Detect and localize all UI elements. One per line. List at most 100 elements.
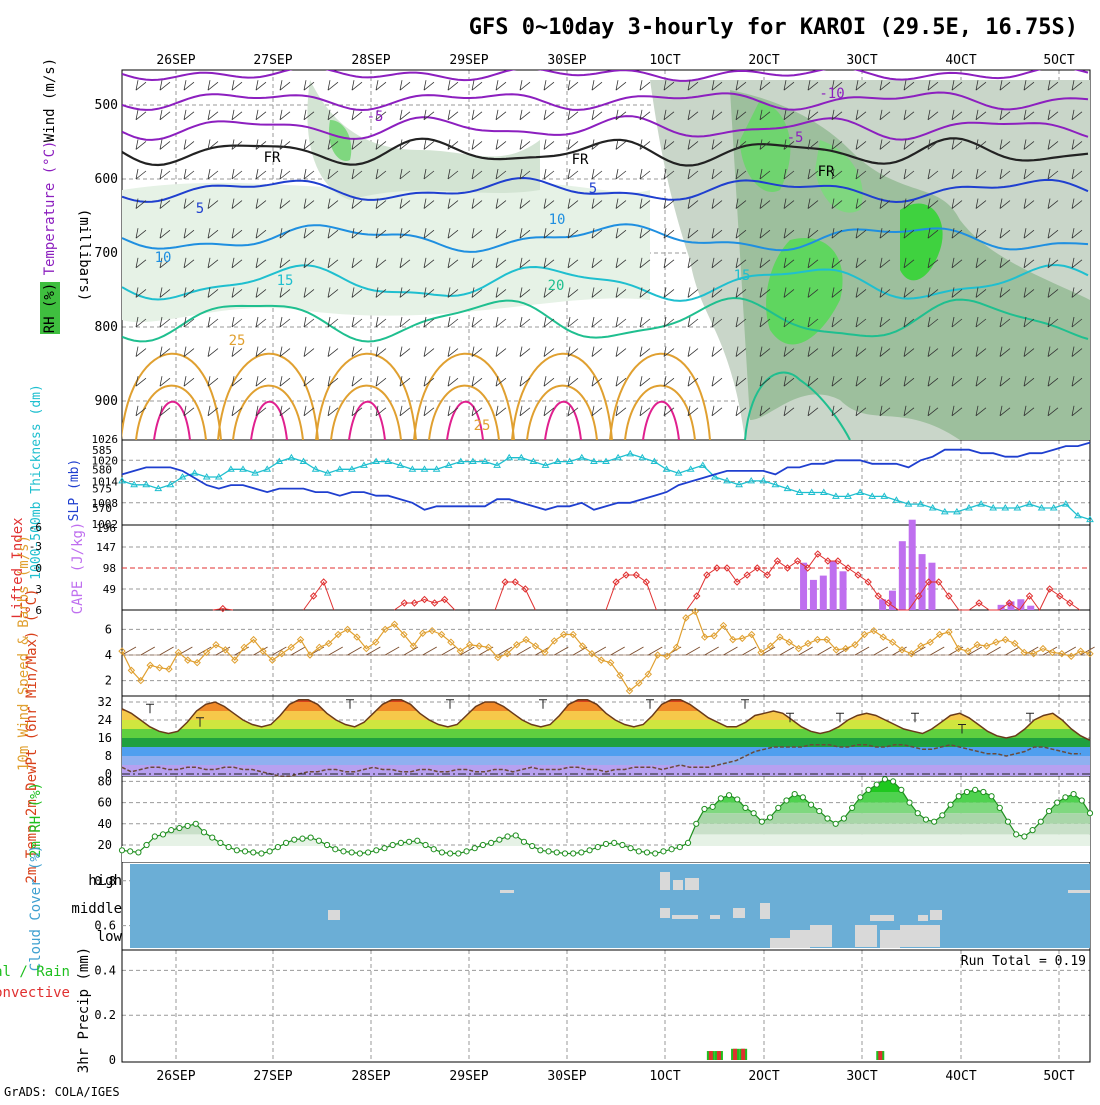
rh-point: [1029, 827, 1036, 834]
lifted-index-point: [420, 595, 429, 604]
rh-point: [807, 801, 815, 808]
cloud-block: [673, 880, 683, 890]
wind-barb: [831, 287, 843, 298]
wind-barb: [831, 139, 843, 150]
wind-barb: [1071, 168, 1083, 180]
wind-barb: [687, 228, 699, 239]
wind-speed-point: [362, 644, 371, 653]
wind-barb: [831, 257, 843, 269]
contour-25: [511, 352, 613, 440]
rh-point: [365, 849, 372, 856]
wind-barb: [567, 80, 579, 91]
thickness-point: [372, 457, 380, 465]
rh-point: [512, 832, 519, 839]
lifted-index-line: [303, 580, 335, 611]
contour-label: 5: [589, 181, 597, 197]
thickness-point: [118, 476, 126, 484]
wind-barb: [783, 168, 795, 180]
wind-speed-point: [945, 628, 953, 636]
wind-barb: [759, 80, 771, 91]
thickness-point: [287, 453, 296, 461]
wind-barb: [135, 287, 147, 298]
rh-green-region: [740, 100, 791, 192]
wind-barb: [831, 109, 843, 121]
rh-point: [159, 831, 167, 838]
wind-barb-10m: [817, 646, 832, 656]
wind-barb: [783, 139, 795, 150]
wind-barb-10m: [347, 646, 362, 656]
wind-barb: [543, 109, 555, 121]
slp-tick-label: 1026: [92, 433, 119, 446]
wind-barb: [855, 376, 867, 387]
lifted-index-point: [975, 599, 983, 607]
wind-barb: [327, 346, 339, 357]
wind-barb: [879, 228, 891, 239]
wind-barb: [1071, 405, 1083, 417]
wind-barb: [375, 109, 387, 121]
wind-barb: [423, 405, 435, 417]
wind-barb: [207, 376, 219, 387]
wind-barb: [735, 80, 747, 91]
upper-air-field: [122, 70, 1090, 440]
wind-barb: [639, 257, 651, 269]
wind-speed-point: [278, 650, 286, 658]
wind-barb: [951, 287, 963, 298]
wind-barb: [663, 109, 675, 121]
wind-barb: [567, 139, 579, 150]
wind-barb: [327, 80, 339, 91]
wind-barb: [423, 287, 435, 298]
wind-barb: [783, 109, 795, 121]
rh-point: [1054, 799, 1061, 806]
wind-barb: [327, 168, 339, 180]
temp-band: [122, 729, 1090, 738]
rh-point: [570, 850, 577, 857]
wind-barb: [471, 109, 483, 121]
wind-barb-10m: [685, 646, 701, 656]
rh-point: [127, 848, 134, 855]
rh-point: [406, 838, 413, 845]
lifted-index-point: [733, 578, 741, 586]
wind-barb: [495, 228, 507, 239]
wind-barb: [1047, 316, 1059, 328]
wind-barb: [183, 198, 195, 209]
wind-barb: [327, 109, 339, 121]
contour-25-inner: [330, 384, 402, 440]
wind-speed-point: [691, 607, 699, 616]
wind-barb: [879, 257, 891, 269]
wind-barb: [711, 139, 723, 150]
wind-barb: [447, 287, 459, 298]
thickness-point: [154, 484, 163, 492]
wind-barb: [735, 287, 747, 298]
thickness-point: [142, 480, 151, 488]
wind-barb: [495, 316, 507, 328]
contour-label: -5: [787, 130, 804, 146]
li-tick-label: 0: [35, 562, 42, 575]
rh-point: [725, 792, 733, 799]
wind-barb: [519, 168, 531, 180]
wind-barb: [279, 168, 291, 180]
wind-barb: [927, 376, 939, 387]
wind-barb: [1071, 376, 1083, 387]
lifted-index-point: [703, 571, 711, 579]
wind-speed-point: [325, 639, 333, 648]
wind-barb: [183, 228, 195, 239]
thickness-point: [299, 457, 308, 465]
wind-barb: [351, 287, 363, 298]
run-total-label: Run Total = 0.19: [961, 954, 1086, 969]
wind-barb: [495, 257, 507, 269]
cloud-block: [855, 925, 877, 947]
wind-barb: [951, 228, 963, 239]
wind-barb: [1071, 228, 1083, 239]
wind-barb: [855, 80, 867, 91]
cape-bar: [839, 571, 847, 610]
wind-barb: [399, 80, 411, 91]
wind-barb: [759, 346, 771, 357]
wind-speed-point: [334, 630, 342, 639]
wind-barb: [519, 346, 531, 357]
wind-barb: [279, 346, 291, 357]
wind-barb: [351, 405, 363, 417]
wind-barb: [135, 405, 147, 417]
thickness-point: [916, 500, 925, 507]
precip-tick-label: 0.4: [94, 963, 116, 977]
wind-speed-point: [390, 620, 399, 628]
